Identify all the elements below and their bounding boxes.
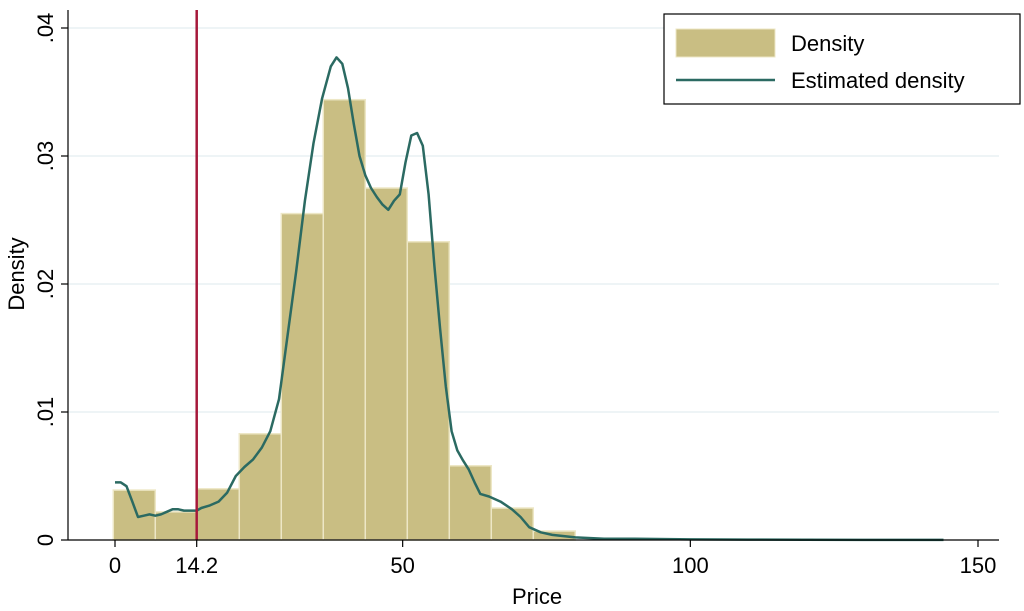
legend: Density Estimated density	[663, 13, 1021, 105]
histogram-bar-4	[280, 212, 325, 541]
axes	[67, 10, 999, 541]
y-axis-title: Density	[4, 237, 29, 310]
histogram-bar-2	[196, 488, 241, 541]
x-tick-label-2: 50	[390, 553, 414, 578]
x-axis-title: Price	[512, 584, 562, 609]
y-axis-ticks: 0 .01 .02 .03 .04	[33, 13, 68, 546]
legend-swatch-density	[675, 28, 776, 58]
x-tick-label-0: 0	[109, 553, 121, 578]
histogram-bar-6	[364, 187, 409, 541]
x-tick-label-4: 150	[960, 553, 997, 578]
y-tick-label-1: .01	[33, 397, 58, 428]
x-tick-label-1: 14.2	[175, 553, 218, 578]
estimated-density-line	[115, 56, 944, 542]
histogram-bars	[112, 98, 577, 541]
x-axis-ticks: 0 14.2 50 100 150	[109, 540, 996, 578]
y-tick-label-2: .02	[33, 269, 58, 300]
histogram-bar-5	[322, 98, 367, 541]
histogram-bar-8	[448, 465, 493, 541]
histogram-bar-7	[406, 241, 451, 541]
x-tick-label-3: 100	[672, 553, 709, 578]
grid-lines	[68, 27, 999, 413]
legend-label-density: Density	[791, 31, 864, 56]
histogram-bar-1	[154, 511, 199, 541]
y-tick-label-4: .04	[33, 13, 58, 44]
estimated-density-layer	[115, 56, 944, 542]
y-tick-label-0: 0	[33, 534, 58, 546]
legend-label-estimated-density: Estimated density	[791, 68, 965, 93]
y-tick-label-3: .03	[33, 141, 58, 172]
